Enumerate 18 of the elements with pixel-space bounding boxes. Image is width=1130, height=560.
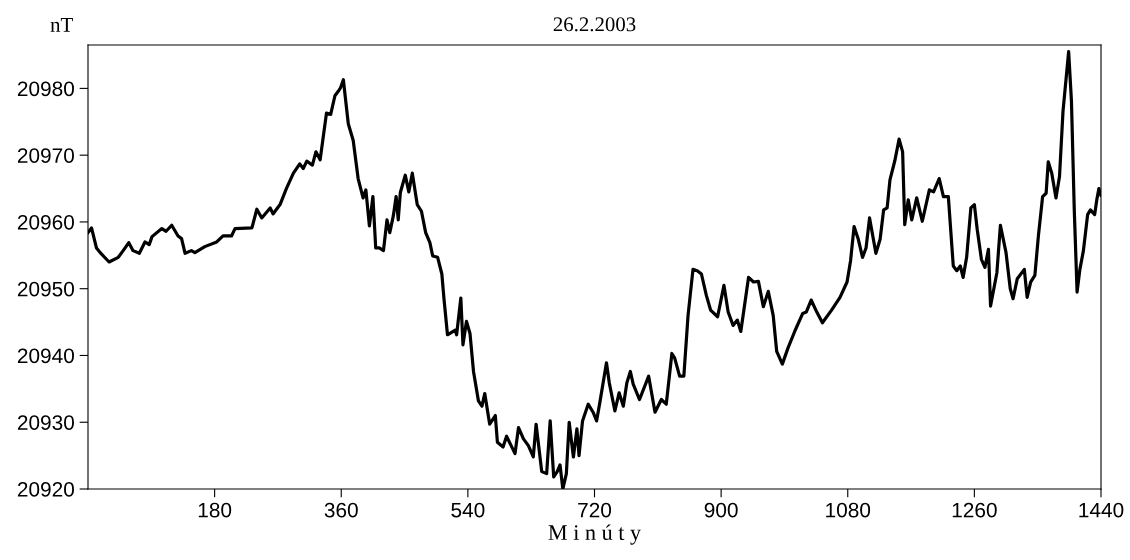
chart-title: 26.2.2003 bbox=[553, 17, 636, 32]
y-tick-label: 20950 bbox=[17, 281, 74, 297]
y-tick-label: 20940 bbox=[17, 348, 74, 364]
x-tick-label: 180 bbox=[198, 502, 232, 518]
y-axis-title: nT bbox=[50, 18, 73, 32]
x-tick-label: 1260 bbox=[952, 502, 997, 518]
x-axis-title: M i n ú t y bbox=[548, 524, 642, 545]
x-tick-label: 360 bbox=[324, 502, 358, 518]
x-tick-label: 1440 bbox=[1079, 502, 1124, 518]
y-tick-label: 20920 bbox=[17, 482, 74, 497]
x-tick-label: 900 bbox=[704, 502, 738, 518]
x-tick-label: 540 bbox=[451, 502, 485, 518]
y-tick-label: 20970 bbox=[17, 148, 74, 163]
y-tick-label: 20930 bbox=[17, 415, 74, 430]
y-tick-label: 20960 bbox=[17, 214, 74, 230]
y-tick-label: 20980 bbox=[17, 81, 74, 97]
x-tick-label: 720 bbox=[578, 502, 612, 518]
x-tick-label: 1080 bbox=[826, 502, 871, 518]
